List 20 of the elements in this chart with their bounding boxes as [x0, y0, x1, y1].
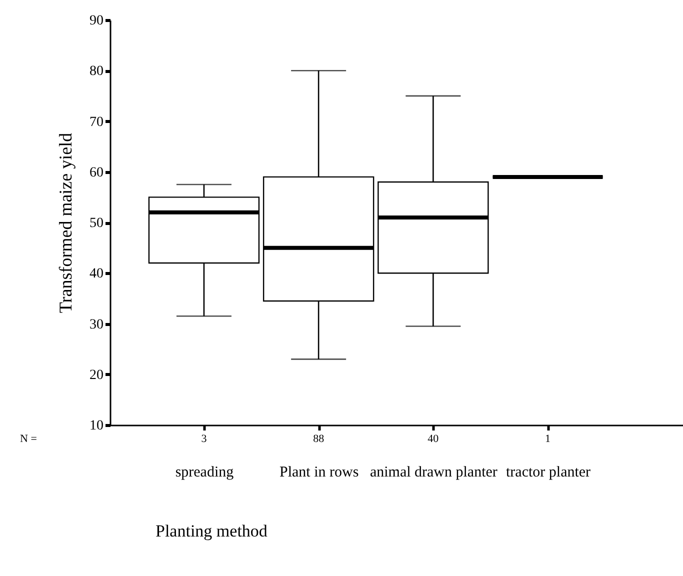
- y-tick-label: 70: [90, 114, 104, 130]
- y-tick-label: 10: [90, 418, 104, 434]
- y-tick-label: 60: [90, 165, 104, 180]
- text: 88: [313, 433, 325, 445]
- y-tick-label: 40: [90, 266, 104, 282]
- y-tick-label: 30: [90, 317, 104, 332]
- text: 3: [201, 433, 208, 445]
- x-tick-label: Plant in rows: [279, 464, 359, 480]
- y-tick-label: 80: [90, 64, 104, 80]
- y-tick-label: 90: [90, 14, 104, 28]
- x-tick-label: tractor planter: [506, 464, 591, 480]
- x-axis-title: Planting method: [156, 522, 268, 540]
- x-tick-label: animal drawn planter: [370, 464, 498, 480]
- text: 40: [428, 433, 440, 445]
- text: N =: [20, 433, 37, 445]
- y-tick-label: 50: [90, 216, 104, 231]
- y-axis-title: Transformed maize yield: [56, 132, 76, 314]
- x-tick-label: spreading: [175, 464, 234, 480]
- text: 1: [545, 433, 551, 445]
- y-tick-label: 20: [90, 368, 104, 383]
